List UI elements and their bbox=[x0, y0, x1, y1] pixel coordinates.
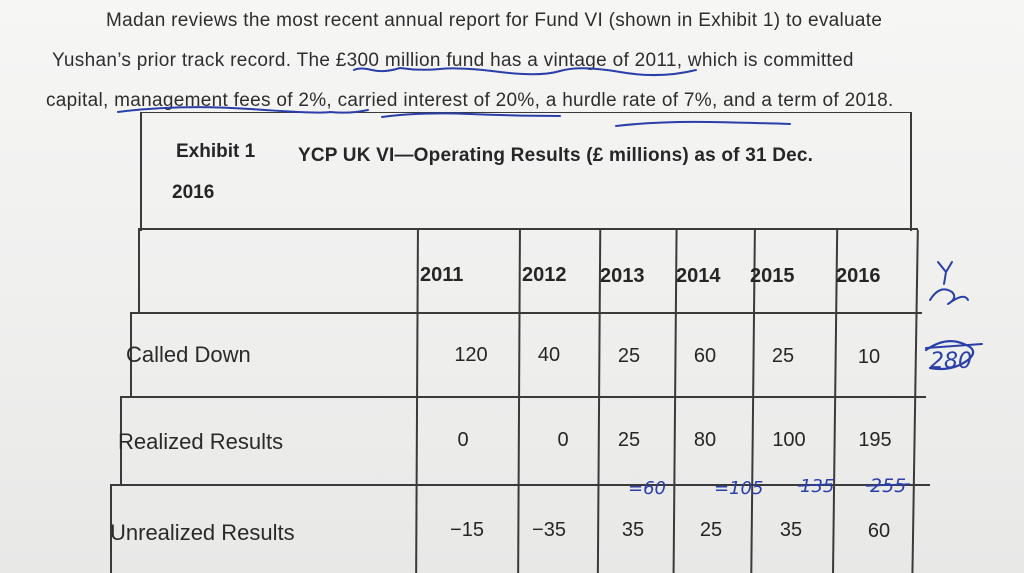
table-rule-header bbox=[132, 312, 922, 314]
table-left-border-row1 bbox=[130, 312, 132, 396]
table-left-border-top bbox=[138, 228, 140, 312]
table-cell: 25 bbox=[617, 429, 641, 451]
table-rule-top bbox=[138, 228, 918, 230]
year-header-2011: 2011 bbox=[420, 264, 464, 286]
table-left-border-row2 bbox=[120, 396, 122, 484]
table-cell: 0 bbox=[557, 429, 569, 451]
row-label-called-down: Called Down bbox=[126, 342, 251, 367]
table-rule-row1 bbox=[122, 396, 926, 398]
exhibit-number: Exhibit 1 bbox=[176, 141, 256, 162]
exhibit-heading-box: Exhibit 1 YCP UK VI—Operating Results (£… bbox=[140, 112, 912, 231]
table-cell: 40 bbox=[537, 344, 561, 366]
table-cell: 25 bbox=[699, 519, 723, 541]
table-cell: 0 bbox=[457, 429, 469, 451]
exhibit-title-year: 2016 bbox=[172, 182, 215, 203]
table-cell: 35 bbox=[779, 519, 803, 541]
table-cell: 120 bbox=[454, 344, 488, 366]
table-cell: −35 bbox=[532, 519, 566, 541]
paragraph-line-2: Yushan’s prior track record. The £300 mi… bbox=[52, 50, 854, 71]
table-rule-row2 bbox=[112, 484, 930, 486]
margin-squiggle bbox=[937, 261, 953, 285]
year-header-2014: 2014 bbox=[676, 265, 721, 287]
paragraph-line-1: Madan reviews the most recent annual rep… bbox=[106, 10, 883, 31]
year-header-2012: 2012 bbox=[522, 264, 567, 286]
paragraph-line-3: capital, management fees of 2%, carried … bbox=[46, 90, 894, 111]
table-cell: 35 bbox=[621, 519, 645, 541]
col-sep-1 bbox=[415, 229, 419, 573]
row-label-unrealized-results: Unrealized Results bbox=[110, 520, 295, 545]
table-cell: 60 bbox=[693, 345, 717, 367]
operating-results-table: 2011 2012 2013 2014 2015 2016 Called Dow… bbox=[108, 228, 938, 573]
table-cell: 80 bbox=[693, 429, 717, 451]
year-header-2016: 2016 bbox=[836, 265, 881, 287]
table-cell: 195 bbox=[858, 429, 892, 451]
row-label-realized-results: Realized Results bbox=[118, 429, 284, 454]
table-cell: 10 bbox=[857, 346, 881, 368]
year-header-2013: 2013 bbox=[600, 265, 645, 287]
table-cell: 60 bbox=[867, 520, 891, 542]
table-cell: 25 bbox=[771, 345, 795, 367]
year-header-2015: 2015 bbox=[750, 265, 795, 287]
table-cell: 25 bbox=[617, 345, 641, 367]
table-cell: 100 bbox=[772, 429, 806, 451]
exhibit-title: YCP UK VI—Operating Results (£ millions)… bbox=[298, 145, 814, 166]
table-left-border-row3 bbox=[110, 484, 112, 573]
table-cell: −15 bbox=[450, 519, 484, 541]
